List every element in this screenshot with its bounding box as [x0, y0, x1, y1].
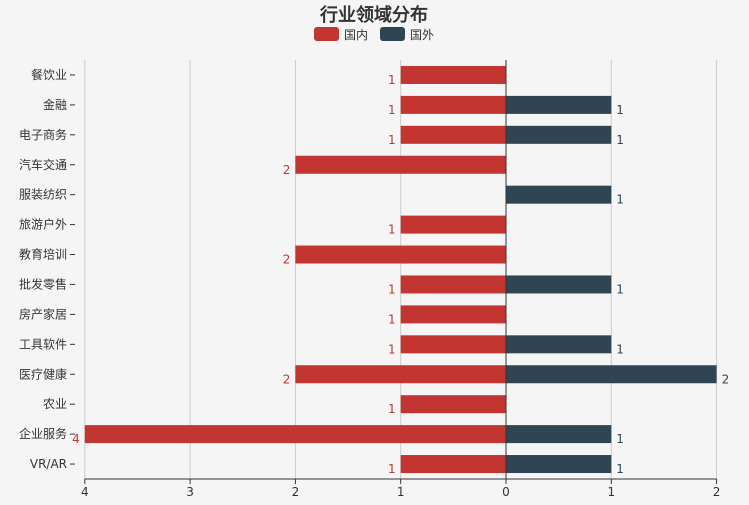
category-label: 汽车交通 — [19, 157, 67, 172]
x-tick-label: 2 — [292, 485, 300, 499]
legend-item-1[interactable]: 国外 — [380, 27, 434, 42]
x-tick-label: 4 — [81, 485, 89, 499]
bars — [84, 60, 717, 479]
data-label-foreign: 1 — [616, 342, 624, 356]
data-label-foreign: 1 — [616, 103, 624, 117]
data-label-domestic: 1 — [388, 342, 396, 356]
bar-domestic[interactable] — [400, 215, 506, 234]
category-label: 电子商务 — [19, 127, 67, 142]
bar-foreign[interactable] — [506, 425, 612, 444]
category-label: 批发零售 — [19, 276, 67, 291]
data-label-foreign: 2 — [722, 372, 730, 386]
x-tick-label: 0 — [502, 485, 510, 499]
x-tick-label: 2 — [713, 485, 721, 499]
category-label: 医疗健康 — [19, 366, 67, 381]
category-label: VR/AR — [30, 457, 67, 471]
bar-domestic[interactable] — [400, 95, 506, 114]
x-tick-label: 3 — [186, 485, 194, 499]
data-label-foreign: 1 — [616, 432, 624, 446]
category-label: 教育培训 — [19, 247, 67, 262]
data-label-domestic: 1 — [388, 73, 396, 87]
legend-swatch — [380, 27, 405, 41]
category-label: 餐饮业 — [31, 67, 67, 82]
category-label: 企业服务 — [19, 426, 67, 441]
bar-foreign[interactable] — [506, 365, 717, 384]
data-label-domestic: 2 — [283, 163, 291, 177]
bar-domestic[interactable] — [295, 245, 506, 264]
data-label-domestic: 2 — [283, 253, 291, 267]
legend-item-0[interactable]: 国内 — [314, 27, 368, 42]
bar-domestic[interactable] — [295, 365, 506, 384]
bar-domestic[interactable] — [400, 455, 506, 474]
data-label-foreign: 1 — [616, 462, 624, 476]
data-label-domestic: 1 — [388, 133, 396, 147]
category-label: 房产家居 — [19, 306, 67, 321]
bar-foreign[interactable] — [506, 335, 612, 354]
bar-domestic[interactable] — [84, 425, 507, 444]
category-label: 服装纺织 — [19, 188, 67, 202]
legend: 国内 国外 — [314, 27, 434, 42]
bar-foreign[interactable] — [506, 275, 612, 294]
bar-domestic[interactable] — [295, 155, 506, 174]
data-label-foreign: 1 — [616, 133, 624, 147]
bar-domestic[interactable] — [400, 395, 506, 414]
category-label: 工具软件 — [19, 337, 67, 351]
bar-foreign[interactable] — [506, 125, 612, 144]
bar-domestic[interactable] — [400, 275, 506, 294]
bar-domestic[interactable] — [400, 65, 506, 84]
bar-foreign[interactable] — [506, 455, 612, 474]
data-label-domestic: 1 — [388, 223, 396, 237]
chart-title: 行业领域分布 — [319, 4, 428, 26]
data-label-domestic: 1 — [388, 402, 396, 416]
data-label-domestic: 1 — [388, 312, 396, 326]
legend-swatch — [314, 27, 339, 41]
bar-domestic[interactable] — [400, 305, 506, 324]
labels: 餐饮业 1 金融 1 1 电子商务 1 1 汽车交通 2 服装纺织 1 旅游户外 1 教育培训 2 批发零售 1 1… — [19, 67, 729, 476]
data-label-foreign: 1 — [616, 282, 624, 296]
category-label: 农业 — [43, 397, 67, 411]
bar-foreign[interactable] — [506, 185, 612, 204]
bar-domestic[interactable] — [400, 335, 506, 354]
data-label-domestic: 1 — [388, 103, 396, 117]
legend-label: 国内 — [344, 28, 368, 42]
category-label: 金融 — [43, 97, 67, 112]
data-label-foreign: 1 — [616, 193, 624, 207]
data-label-domestic: 1 — [388, 462, 396, 476]
data-label-domestic: 4 — [72, 432, 80, 446]
x-tick-label: 1 — [607, 485, 615, 499]
bar-domestic[interactable] — [400, 125, 506, 144]
legend-label: 国外 — [410, 28, 434, 42]
category-label: 旅游户外 — [19, 217, 67, 232]
data-label-domestic: 2 — [283, 372, 291, 386]
data-label-domestic: 1 — [388, 282, 396, 296]
x-tick-label: 1 — [397, 485, 405, 499]
bar-foreign[interactable] — [506, 95, 612, 114]
